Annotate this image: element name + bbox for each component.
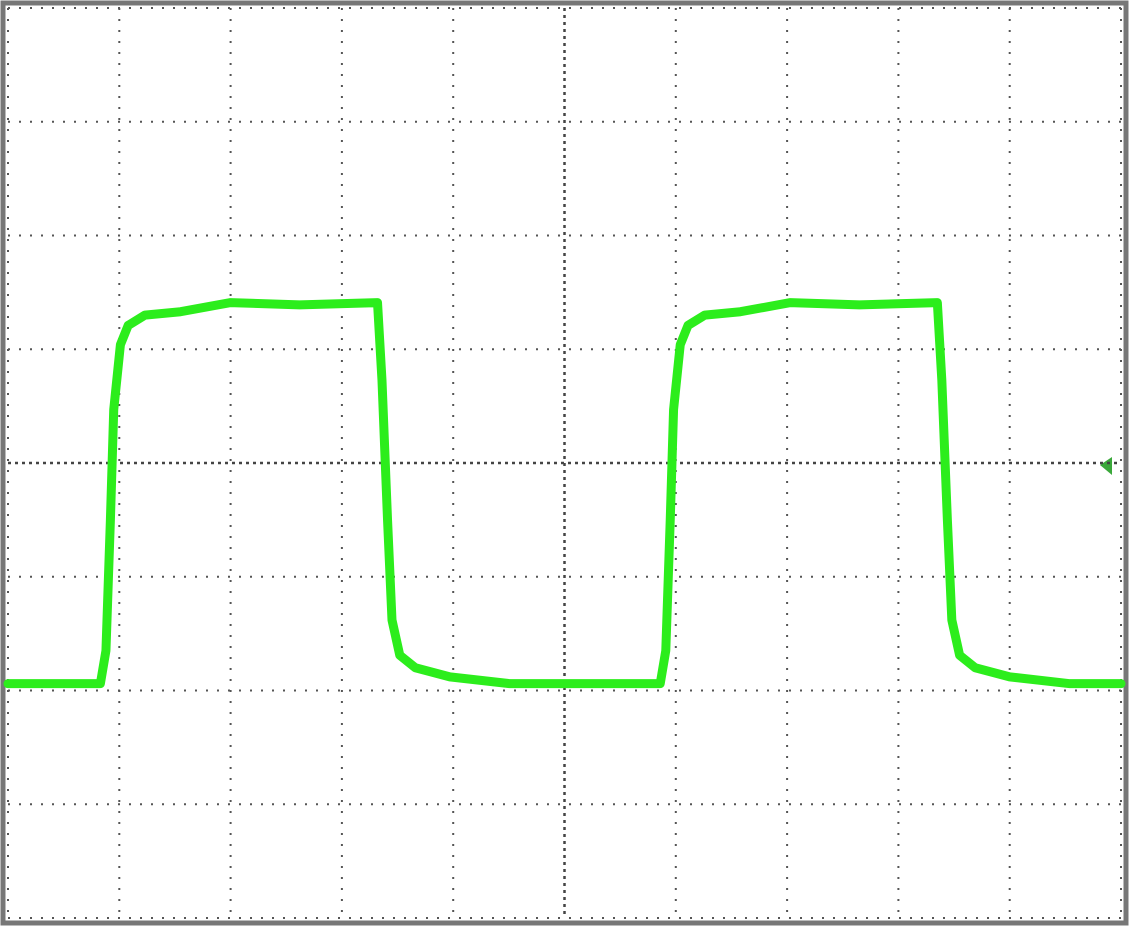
oscilloscope-screen — [0, 0, 1129, 926]
page: (() => { const data = JSON.parse(documen… — [0, 0, 1129, 926]
